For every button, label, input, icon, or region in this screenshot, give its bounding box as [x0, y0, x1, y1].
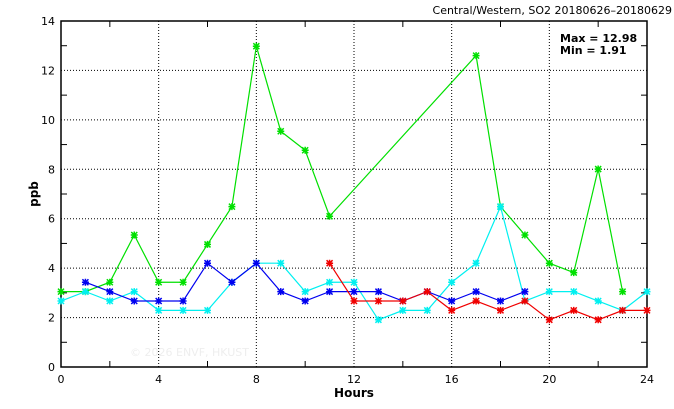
data-point [570, 269, 578, 277]
data-point [228, 203, 236, 211]
y-tick-label: 0 [48, 361, 55, 374]
data-point [521, 288, 529, 296]
x-tick-label: 12 [347, 373, 361, 386]
data-point [350, 297, 358, 305]
x-tick-label: 20 [542, 373, 556, 386]
data-point [106, 297, 114, 305]
data-point [277, 127, 285, 135]
y-tick-label: 10 [41, 114, 55, 127]
data-point [399, 306, 407, 314]
data-point [521, 231, 529, 239]
max-annotation: Max = 12.98 [560, 32, 637, 45]
min-annotation: Min = 1.91 [560, 44, 627, 57]
data-point [203, 306, 212, 314]
x-tick-label: 24 [640, 373, 654, 386]
chart-title: Central/Western, SO2 20180626–20180629 [433, 4, 672, 17]
data-point [179, 306, 187, 314]
data-point [155, 297, 163, 305]
data-point [496, 203, 505, 211]
data-point [350, 288, 358, 296]
data-point [643, 288, 651, 296]
y-tick-label: 2 [48, 312, 55, 325]
data-point [81, 288, 89, 296]
data-point [301, 146, 309, 154]
data-point [374, 297, 382, 305]
x-tick-label: 8 [253, 373, 260, 386]
data-point [301, 288, 309, 296]
data-point [423, 306, 431, 314]
data-point [203, 240, 212, 248]
data-point [130, 231, 138, 239]
data-point [326, 259, 334, 267]
data-point [277, 259, 285, 267]
data-point [57, 288, 65, 296]
data-point [594, 297, 602, 305]
data-point [472, 297, 480, 305]
data-point [545, 316, 553, 324]
x-tick-label: 16 [445, 373, 459, 386]
data-point [252, 259, 260, 267]
data-point [130, 288, 138, 296]
y-tick-label: 8 [48, 163, 55, 176]
data-point [619, 306, 627, 314]
data-point [374, 288, 382, 296]
data-point [521, 297, 529, 305]
y-tick-label: 14 [41, 15, 55, 28]
data-point [301, 297, 309, 305]
data-point [570, 306, 578, 314]
data-point [399, 297, 407, 305]
y-tick-label: 12 [41, 64, 55, 77]
data-point [106, 278, 114, 286]
data-point [545, 259, 553, 267]
data-point [594, 316, 602, 324]
data-point [570, 288, 578, 296]
data-point [448, 297, 456, 305]
data-point [277, 288, 285, 296]
watermark: © 2026 ENVF, HKUST [130, 346, 249, 359]
data-point [57, 297, 65, 305]
x-tick-label: 4 [155, 373, 162, 386]
data-point [252, 42, 260, 50]
series-line-day4 [329, 262, 647, 321]
data-point [326, 278, 334, 286]
y-axis-label: ppb [27, 181, 41, 207]
data-point [594, 165, 602, 173]
data-point [496, 297, 505, 305]
x-axis-label: Hours [334, 386, 374, 400]
y-tick-label: 6 [48, 213, 55, 226]
x-tick-label: 0 [58, 373, 65, 386]
data-point [228, 278, 236, 286]
data-point [423, 288, 431, 296]
data-point [619, 288, 627, 296]
data-point [155, 278, 163, 286]
data-point [472, 52, 480, 60]
data-point [130, 297, 138, 305]
data-point [643, 306, 651, 314]
data-point [545, 288, 553, 296]
data-point [326, 212, 334, 220]
data-point [106, 288, 114, 296]
data-point [448, 278, 456, 286]
data-point [203, 259, 212, 267]
data-point [155, 306, 163, 314]
data-point [472, 288, 480, 296]
data-point [326, 288, 334, 296]
data-point [496, 306, 505, 314]
data-point [472, 259, 480, 267]
data-point [374, 316, 382, 324]
data-point [448, 306, 456, 314]
data-point [81, 278, 89, 286]
data-point [179, 278, 187, 286]
y-tick-label: 4 [48, 262, 55, 275]
data-point [350, 278, 358, 286]
data-point [179, 297, 187, 305]
